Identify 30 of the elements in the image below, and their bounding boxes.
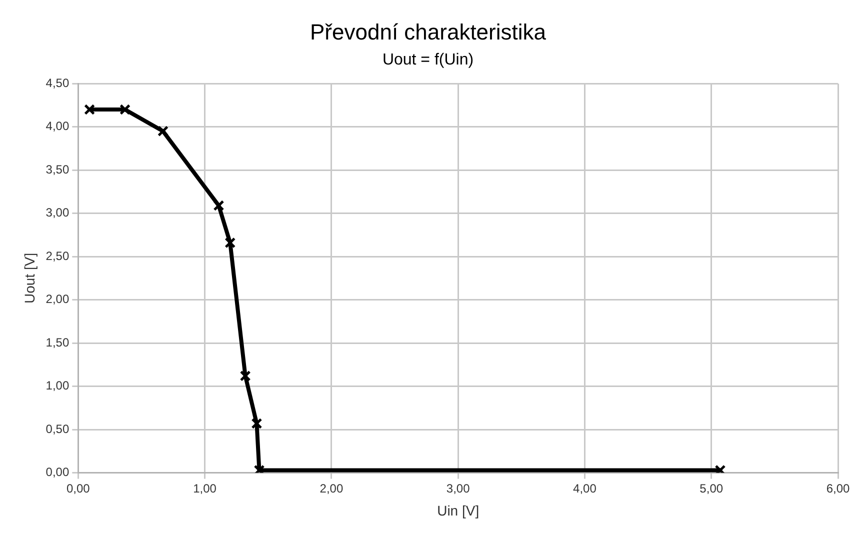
x-axis-title: Uin [V] bbox=[437, 502, 480, 518]
point bbox=[254, 464, 265, 473]
x-tick-label: 5,00 bbox=[700, 481, 724, 496]
chart-subtitle: Uout = f(Uin) bbox=[382, 51, 474, 68]
x-tick-label: 2,00 bbox=[320, 481, 344, 496]
point bbox=[240, 370, 251, 382]
point bbox=[84, 104, 96, 116]
x-tick-label: 0,00 bbox=[66, 481, 90, 496]
y-tick-label: 0,50 bbox=[46, 422, 70, 436]
point bbox=[213, 200, 224, 212]
y-axis-title: Uout [V] bbox=[21, 252, 38, 304]
point bbox=[251, 418, 262, 429]
point bbox=[158, 126, 168, 137]
x-tick-label: 4,00 bbox=[573, 481, 597, 496]
point bbox=[224, 237, 236, 248]
point bbox=[714, 464, 726, 473]
x-tick-label: 6,00 bbox=[826, 481, 850, 496]
x-tick-label: 1,00 bbox=[193, 481, 217, 496]
y-tick-label: 3,00 bbox=[46, 206, 70, 220]
y-tick-label: 1,50 bbox=[46, 335, 70, 350]
chart-title: Převodní charakteristika bbox=[310, 19, 547, 44]
y-tick-label: 1,00 bbox=[46, 378, 70, 393]
y-tick-label: 0,00 bbox=[46, 465, 70, 480]
y-tick-label: 2,50 bbox=[46, 248, 70, 263]
y-tick-label: 4,50 bbox=[46, 76, 70, 90]
y-tick-label: 4,00 bbox=[46, 119, 70, 134]
x-tick-label: 3,00 bbox=[446, 481, 470, 496]
y-tick-label: 2,00 bbox=[46, 292, 70, 306]
y-tick-label: 3,50 bbox=[46, 162, 70, 176]
point bbox=[120, 104, 131, 116]
